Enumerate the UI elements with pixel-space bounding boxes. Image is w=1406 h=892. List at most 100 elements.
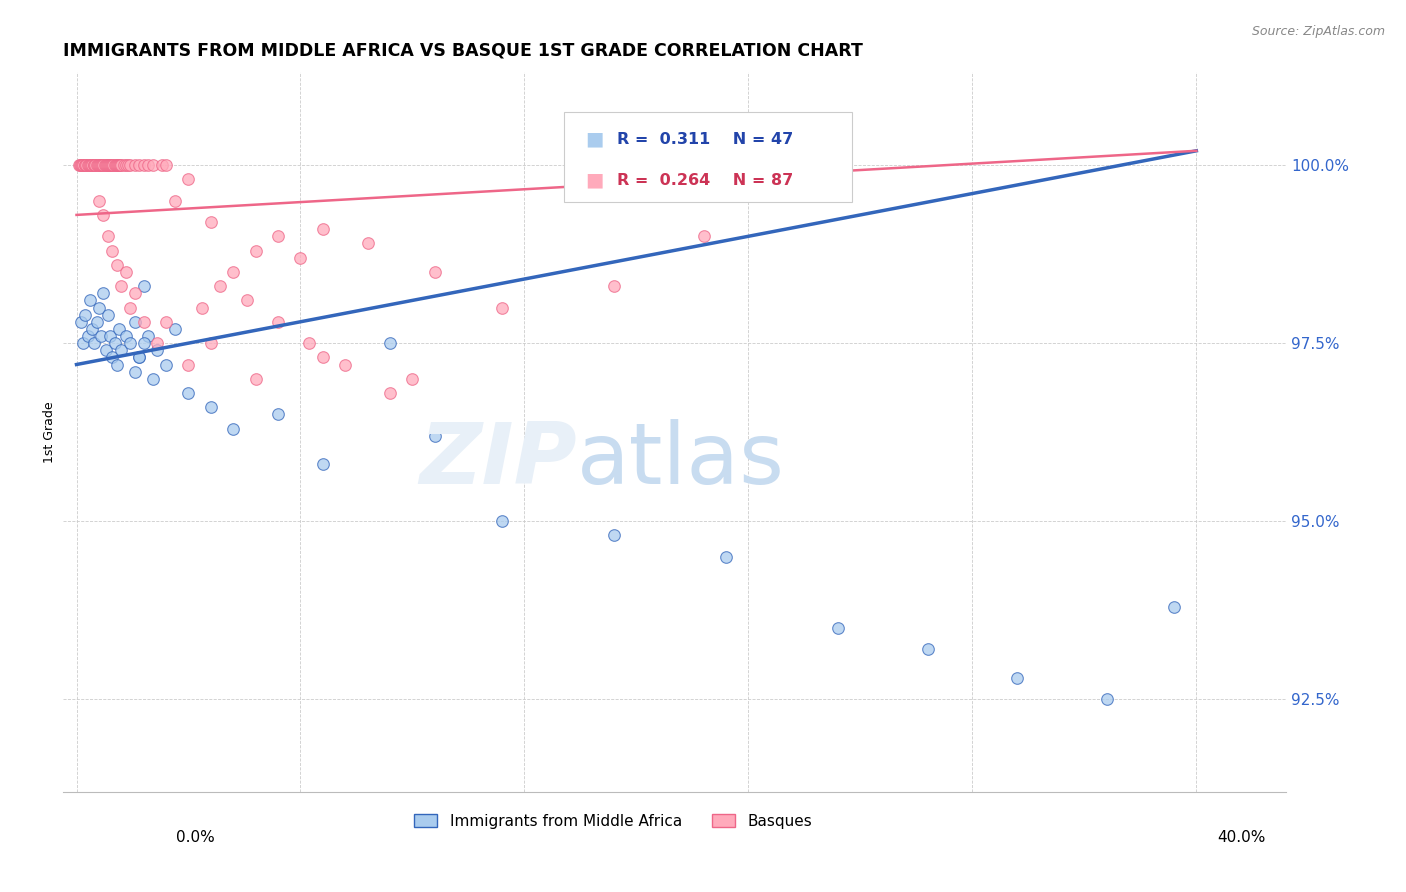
Point	[75, 158, 97, 172]
Text: ■: ■	[585, 130, 603, 149]
Text: R =  0.311    N = 47: R = 0.311 N = 47	[617, 132, 793, 147]
Point	[110, 158, 132, 172]
Point	[105, 358, 128, 372]
Point	[93, 158, 115, 172]
Point	[93, 158, 115, 172]
Point	[114, 158, 136, 172]
Point	[128, 158, 150, 172]
Text: 0.0%: 0.0%	[176, 830, 215, 845]
Point	[98, 329, 121, 343]
Point	[1095, 692, 1118, 706]
Point	[124, 158, 146, 172]
Point	[93, 286, 115, 301]
Point	[117, 158, 139, 172]
Point	[378, 336, 401, 351]
Point	[298, 336, 321, 351]
Point	[142, 372, 165, 386]
Point	[83, 158, 105, 172]
Text: R =  0.264    N = 87: R = 0.264 N = 87	[617, 173, 793, 188]
Point	[312, 222, 335, 236]
Point	[200, 336, 222, 351]
Point	[136, 158, 159, 172]
Point	[132, 315, 155, 329]
Text: 40.0%: 40.0%	[1218, 830, 1265, 845]
Point	[208, 279, 231, 293]
Point	[108, 322, 131, 336]
Point	[235, 293, 257, 308]
Point	[132, 336, 155, 351]
Point	[97, 158, 120, 172]
Text: ZIP: ZIP	[419, 419, 576, 502]
Point	[124, 365, 146, 379]
Point	[94, 343, 117, 358]
Point	[132, 158, 155, 172]
Point	[70, 158, 93, 172]
Point	[103, 336, 125, 351]
Point	[112, 158, 135, 172]
Point	[72, 336, 94, 351]
Point	[75, 308, 97, 322]
Point	[120, 336, 142, 351]
Point	[124, 286, 146, 301]
Point	[132, 279, 155, 293]
Point	[87, 158, 110, 172]
Point	[267, 229, 290, 244]
Point	[87, 194, 110, 208]
Point	[91, 158, 114, 172]
Point	[177, 172, 200, 186]
Point	[423, 265, 446, 279]
Point	[103, 158, 125, 172]
Point	[107, 158, 129, 172]
Point	[290, 251, 312, 265]
Point	[80, 158, 103, 172]
Point	[97, 229, 120, 244]
Point	[714, 549, 737, 564]
Point	[105, 258, 128, 272]
Point	[165, 322, 187, 336]
Point	[1163, 599, 1185, 614]
Point	[177, 386, 200, 401]
Point	[97, 308, 120, 322]
Point	[110, 279, 132, 293]
Text: IMMIGRANTS FROM MIDDLE AFRICA VS BASQUE 1ST GRADE CORRELATION CHART: IMMIGRANTS FROM MIDDLE AFRICA VS BASQUE …	[63, 42, 863, 60]
Y-axis label: 1st Grade: 1st Grade	[44, 401, 56, 463]
Point	[146, 343, 169, 358]
Point	[67, 158, 90, 172]
Point	[69, 158, 91, 172]
Legend: Immigrants from Middle Africa, Basques: Immigrants from Middle Africa, Basques	[408, 807, 818, 835]
FancyBboxPatch shape	[564, 112, 852, 202]
Point	[200, 215, 222, 229]
Point	[312, 457, 335, 471]
Point	[90, 329, 112, 343]
Point	[86, 315, 108, 329]
Point	[136, 329, 159, 343]
Point	[917, 642, 939, 657]
Point	[110, 158, 132, 172]
Point	[79, 158, 101, 172]
Point	[72, 158, 94, 172]
Point	[114, 265, 136, 279]
Point	[120, 301, 142, 315]
Point	[128, 351, 150, 365]
Point	[83, 336, 105, 351]
Text: atlas: atlas	[576, 419, 785, 502]
Point	[245, 372, 267, 386]
Point	[82, 158, 104, 172]
Point	[356, 236, 378, 251]
Point	[124, 315, 146, 329]
Point	[94, 158, 117, 172]
Point	[103, 158, 125, 172]
Point	[177, 358, 200, 372]
Point	[603, 528, 626, 542]
Point	[155, 358, 177, 372]
Point	[86, 158, 108, 172]
Point	[155, 315, 177, 329]
Point	[128, 351, 150, 365]
Point	[75, 158, 97, 172]
Point	[150, 158, 173, 172]
Point	[105, 158, 128, 172]
Point	[97, 158, 120, 172]
Point	[87, 158, 110, 172]
Text: Source: ZipAtlas.com: Source: ZipAtlas.com	[1251, 25, 1385, 38]
Point	[114, 329, 136, 343]
